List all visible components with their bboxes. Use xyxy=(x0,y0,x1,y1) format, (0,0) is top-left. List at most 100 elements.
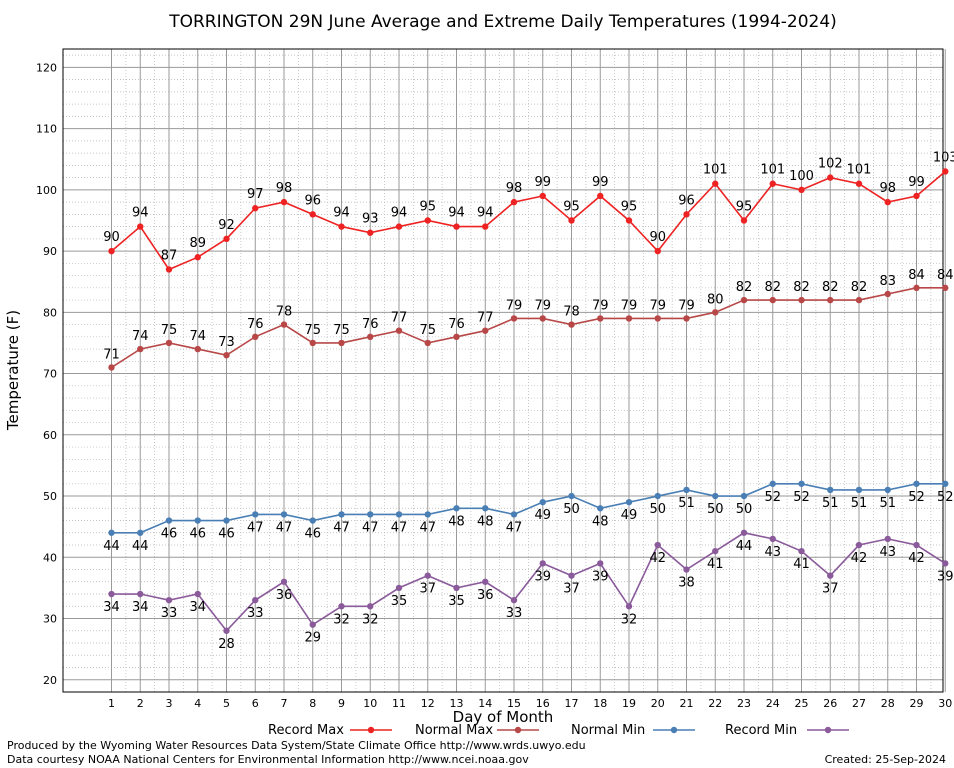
data-label: 28 xyxy=(218,637,235,652)
data-label: 84 xyxy=(937,268,954,283)
data-point xyxy=(395,584,403,592)
data-label: 38 xyxy=(678,576,695,591)
data-label: 36 xyxy=(276,588,293,603)
y-tick-label: 50 xyxy=(43,490,57,503)
data-label: 43 xyxy=(879,545,896,560)
data-label: 101 xyxy=(703,163,728,178)
data-point xyxy=(654,315,661,322)
data-label: 76 xyxy=(247,317,264,332)
data-point xyxy=(510,315,518,322)
data-point xyxy=(942,560,949,567)
data-point xyxy=(280,198,288,206)
data-label: 75 xyxy=(419,323,436,338)
data-label: 35 xyxy=(448,594,465,609)
data-label: 47 xyxy=(276,520,293,535)
data-label: 42 xyxy=(851,551,868,566)
data-label: 34 xyxy=(103,600,120,615)
data-point xyxy=(798,186,805,194)
legend-marker xyxy=(367,726,375,734)
data-point xyxy=(424,511,431,518)
data-label: 39 xyxy=(937,569,954,584)
y-tick-label: 110 xyxy=(36,123,57,136)
data-point xyxy=(137,223,144,230)
footer-created: Created: 25-Sep-2024 xyxy=(825,753,946,766)
data-label: 47 xyxy=(247,520,264,535)
data-point xyxy=(712,547,719,555)
data-label: 95 xyxy=(419,199,436,214)
data-label: 82 xyxy=(764,280,781,295)
data-point xyxy=(740,492,748,500)
data-point xyxy=(769,180,776,187)
x-tick-label: 27 xyxy=(852,697,866,710)
data-point xyxy=(798,480,805,487)
data-point xyxy=(453,223,460,230)
data-label: 48 xyxy=(448,514,465,529)
y-tick-label: 60 xyxy=(43,429,57,442)
data-point xyxy=(252,205,259,212)
data-point xyxy=(827,486,834,494)
data-point xyxy=(165,596,173,604)
x-tick-label: 22 xyxy=(708,697,722,710)
data-point xyxy=(827,572,834,579)
legend-label: Normal Min xyxy=(571,723,645,738)
data-point xyxy=(453,505,460,512)
data-label: 33 xyxy=(161,606,178,621)
data-point xyxy=(769,535,776,543)
data-label: 84 xyxy=(908,268,925,283)
data-label: 49 xyxy=(534,508,551,523)
data-point xyxy=(654,492,661,500)
data-point xyxy=(309,339,316,347)
data-label: 90 xyxy=(103,230,120,245)
x-tick-label: 12 xyxy=(421,697,435,710)
data-label: 51 xyxy=(822,496,839,511)
data-point xyxy=(108,590,115,598)
data-point xyxy=(625,217,633,224)
data-label: 99 xyxy=(908,175,925,190)
data-point xyxy=(855,296,863,304)
data-point xyxy=(712,309,719,316)
data-point xyxy=(855,541,863,549)
x-axis-label: Day of Month xyxy=(453,708,554,726)
data-label: 99 xyxy=(592,175,609,190)
data-point xyxy=(194,254,201,261)
data-label: 96 xyxy=(678,193,695,208)
data-point xyxy=(855,180,863,187)
data-point xyxy=(252,333,259,341)
x-tick-label: 9 xyxy=(338,697,345,710)
x-tick-label: 10 xyxy=(363,697,377,710)
series-line-normal-max xyxy=(111,287,946,369)
data-point xyxy=(453,584,460,592)
data-label: 51 xyxy=(678,496,695,511)
data-label: 52 xyxy=(937,490,954,505)
x-tick-label: 26 xyxy=(823,697,837,710)
data-point xyxy=(309,621,316,628)
chart-title: TORRINGTON 29N June Average and Extreme … xyxy=(168,12,837,32)
footer-data-courtesy: Data courtesy NOAA National Centers for … xyxy=(7,753,529,766)
data-label: 92 xyxy=(218,218,235,233)
data-point xyxy=(884,486,891,494)
x-tick-label: 23 xyxy=(737,697,751,710)
x-tick-label: 29 xyxy=(910,697,924,710)
data-label: 79 xyxy=(649,298,666,313)
y-tick-label: 40 xyxy=(43,551,57,564)
data-point xyxy=(827,296,834,304)
data-label: 75 xyxy=(161,323,178,338)
data-point xyxy=(568,572,575,579)
data-point xyxy=(165,339,173,347)
data-point xyxy=(683,315,690,322)
data-label: 82 xyxy=(851,280,868,295)
data-label: 79 xyxy=(621,298,638,313)
x-tick-label: 20 xyxy=(651,697,665,710)
data-point xyxy=(769,296,776,304)
data-point xyxy=(309,517,316,524)
data-label: 98 xyxy=(276,181,293,196)
y-tick-label: 120 xyxy=(36,61,57,74)
data-point xyxy=(165,266,173,273)
data-label: 75 xyxy=(304,323,321,338)
x-tick-label: 4 xyxy=(194,697,201,710)
data-point xyxy=(539,315,546,322)
series-line-record-max xyxy=(110,170,946,271)
data-point xyxy=(280,511,288,518)
x-tick-label: 16 xyxy=(536,697,550,710)
